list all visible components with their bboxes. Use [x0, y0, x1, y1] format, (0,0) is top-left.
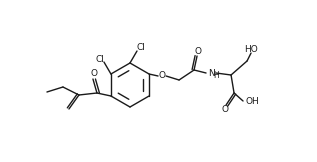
Text: O: O — [222, 104, 229, 114]
Text: HO: HO — [244, 45, 258, 53]
Text: O: O — [195, 47, 202, 57]
Text: O: O — [158, 71, 165, 81]
Text: Cl: Cl — [95, 54, 104, 64]
Text: O: O — [90, 69, 97, 79]
Text: Cl: Cl — [137, 44, 146, 52]
Text: OH: OH — [245, 97, 259, 105]
Text: N: N — [208, 69, 214, 77]
Text: H: H — [213, 71, 219, 81]
